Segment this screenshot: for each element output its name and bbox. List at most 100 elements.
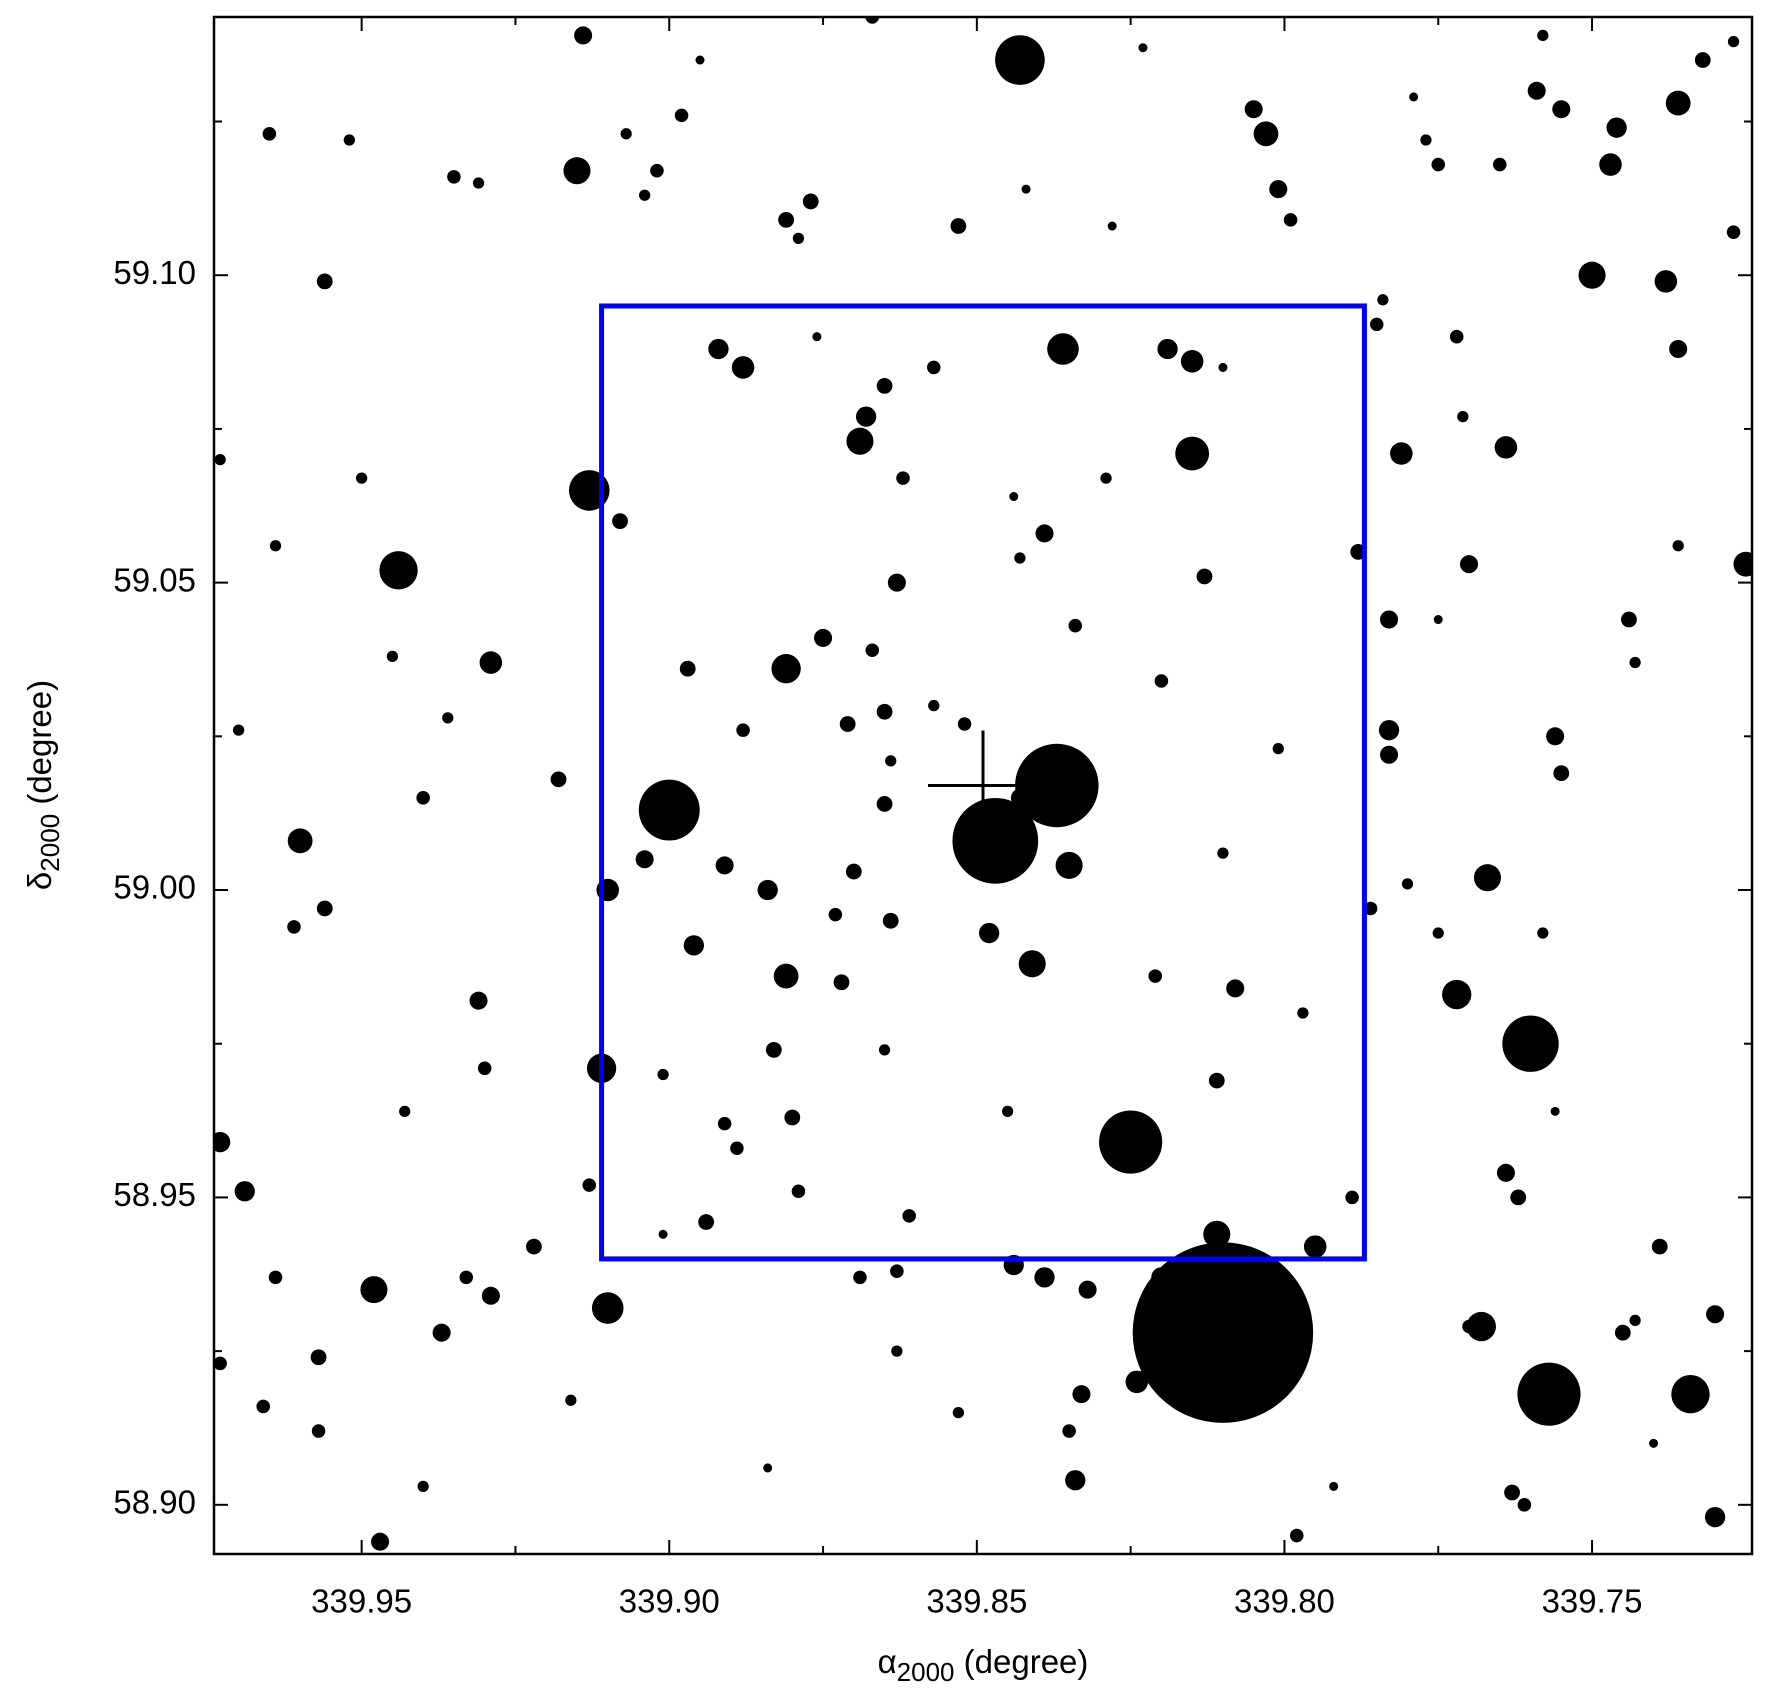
star [1621, 611, 1637, 628]
star [386, 650, 399, 663]
x-tick-label: 339.80 [1234, 1583, 1335, 1620]
star [1706, 1305, 1725, 1324]
star [1369, 317, 1384, 332]
star [214, 1131, 231, 1153]
star [1072, 1385, 1091, 1404]
star [1378, 720, 1400, 741]
star [792, 232, 805, 244]
star [472, 177, 485, 189]
star [1272, 742, 1284, 755]
star [1148, 969, 1163, 983]
star [481, 1286, 500, 1305]
star [582, 1178, 597, 1192]
star [371, 1532, 390, 1551]
star [1546, 727, 1565, 746]
star [1001, 1105, 1014, 1117]
star [268, 1270, 283, 1285]
star [591, 1292, 624, 1324]
star [1014, 552, 1026, 564]
star [262, 127, 277, 141]
star [287, 828, 313, 854]
star [1297, 1007, 1309, 1019]
star [1217, 847, 1229, 859]
star [731, 356, 755, 379]
star [1510, 1189, 1527, 1206]
star [891, 1345, 903, 1357]
x-tick-label: 339.90 [619, 1583, 720, 1620]
star [316, 273, 333, 290]
star [1125, 1370, 1149, 1394]
star [885, 755, 897, 767]
star [1078, 1280, 1097, 1299]
star [550, 771, 567, 788]
star [763, 1463, 773, 1473]
star [1433, 614, 1443, 625]
star [1517, 1498, 1532, 1512]
star [878, 1044, 891, 1056]
y-label-subscript: 2000 [35, 814, 65, 872]
star [657, 1068, 669, 1081]
star [1504, 1484, 1520, 1501]
star [356, 472, 368, 484]
star [360, 1276, 388, 1304]
star [447, 170, 461, 184]
star [565, 1394, 577, 1406]
y-label-unit: (degree) [21, 680, 58, 814]
star [417, 1480, 429, 1493]
star [1462, 1319, 1476, 1334]
star [1552, 100, 1571, 119]
star [1253, 121, 1279, 147]
star [1154, 674, 1169, 688]
star [1473, 864, 1501, 892]
y-tick-label: 58.95 [113, 1176, 196, 1213]
star [269, 540, 282, 552]
star [773, 963, 799, 989]
star [1208, 1072, 1225, 1089]
star [310, 1349, 327, 1366]
star [442, 712, 454, 724]
star [1034, 1267, 1055, 1288]
star [1015, 743, 1099, 828]
star [957, 717, 972, 731]
star [833, 974, 850, 991]
star [717, 1116, 732, 1131]
star [1009, 492, 1019, 502]
star [635, 850, 654, 869]
star [1629, 1314, 1641, 1327]
star [1180, 350, 1204, 373]
star [865, 643, 880, 658]
star [1537, 927, 1549, 939]
star [695, 55, 705, 65]
star [234, 1181, 255, 1202]
star [316, 900, 333, 917]
star [1065, 1470, 1086, 1491]
star [1553, 765, 1570, 782]
star [1727, 35, 1740, 48]
star [1578, 261, 1606, 289]
star [683, 935, 705, 956]
star [416, 791, 430, 805]
star [902, 1209, 916, 1223]
star [287, 920, 301, 934]
star [1704, 1506, 1726, 1528]
star [1550, 1106, 1560, 1116]
star [1651, 1238, 1668, 1255]
star [563, 157, 591, 185]
field-box [599, 303, 1367, 1262]
star [1021, 184, 1031, 194]
star [1269, 180, 1288, 199]
star [828, 907, 843, 922]
star [1432, 927, 1444, 939]
star [674, 108, 689, 123]
star [469, 991, 488, 1010]
y-label-symbol: δ [21, 872, 58, 890]
y-tick-label: 59.05 [113, 561, 196, 598]
star [853, 1270, 867, 1285]
star [1517, 1362, 1581, 1426]
star [715, 856, 734, 875]
star [736, 723, 750, 737]
star [1694, 52, 1711, 68]
star [1401, 878, 1414, 890]
